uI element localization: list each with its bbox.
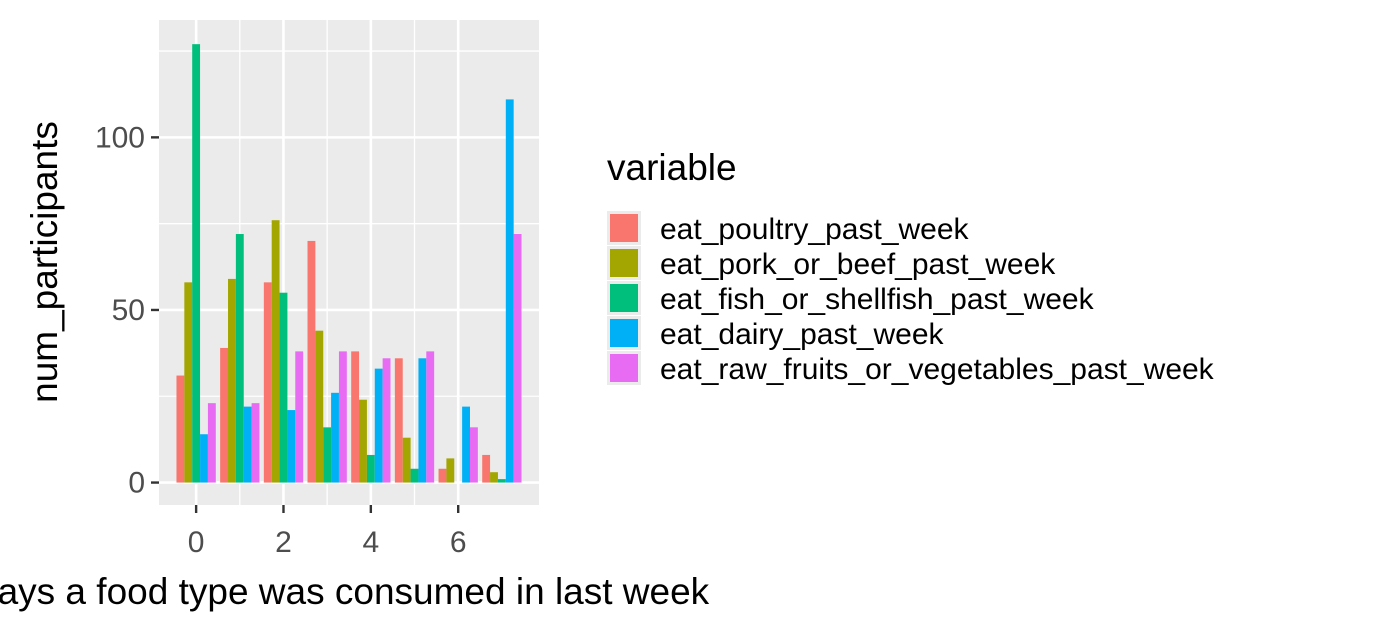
bar (446, 458, 455, 483)
legend: variable eat_poultry_past_weekeat_pork_o… (607, 147, 1215, 386)
y-axis: 0 50 100 (95, 121, 159, 500)
bar (263, 282, 272, 483)
bar (295, 351, 304, 483)
bar (220, 347, 229, 483)
bar (228, 278, 236, 483)
bar (315, 330, 324, 483)
x-axis: 0 2 4 6 (188, 505, 467, 559)
legend-title: variable (607, 147, 737, 188)
legend-swatch (610, 354, 638, 382)
bar (279, 292, 288, 483)
bar (207, 403, 216, 483)
bar (505, 99, 514, 483)
bar (243, 406, 252, 483)
bar (359, 399, 367, 483)
bar (366, 454, 375, 483)
legend-label: eat_raw_fruits_or_vegetables_past_week (660, 353, 1215, 386)
bar (490, 472, 498, 483)
legend-swatch (610, 214, 638, 242)
bar (438, 468, 447, 483)
bar (402, 437, 411, 483)
bar (235, 234, 244, 483)
legend-label: eat_poultry_past_week (660, 213, 970, 246)
bar (251, 403, 260, 483)
bar (323, 427, 332, 483)
bar (382, 358, 391, 483)
y-tick-label: 0 (128, 467, 145, 500)
y-tick-label: 100 (95, 121, 145, 154)
bar (331, 392, 339, 483)
bar (469, 427, 478, 483)
bar (374, 368, 383, 483)
bar (394, 358, 403, 483)
bar (410, 468, 419, 483)
bar (351, 351, 360, 483)
panel-background (159, 20, 539, 505)
bar (426, 351, 435, 483)
bar (482, 454, 491, 483)
bar (184, 282, 193, 483)
bars (176, 44, 522, 483)
x-tick-label: 4 (362, 526, 379, 559)
bar (497, 479, 506, 483)
bar (513, 234, 522, 483)
bar (271, 220, 280, 483)
bar (307, 240, 316, 483)
bar (176, 375, 185, 483)
bar (192, 44, 201, 483)
bar (287, 410, 296, 483)
legend-swatch (610, 284, 638, 312)
bar (200, 434, 208, 483)
x-axis-title: days a food type was consumed in last we… (0, 571, 710, 612)
bar (462, 406, 470, 483)
legend-label: eat_dairy_past_week (660, 318, 945, 351)
legend-label: eat_pork_or_beef_past_week (660, 248, 1056, 281)
x-tick-label: 6 (450, 526, 467, 559)
x-tick-label: 0 (188, 526, 205, 559)
x-tick-label: 2 (275, 526, 292, 559)
bar (338, 351, 347, 483)
legend-label: eat_fish_or_shellfish_past_week (660, 283, 1095, 316)
y-tick-label: 50 (112, 294, 145, 327)
legend-swatch (610, 249, 638, 277)
y-axis-title: num_participants (24, 121, 65, 403)
legend-swatch (610, 319, 638, 347)
bar (418, 358, 427, 483)
